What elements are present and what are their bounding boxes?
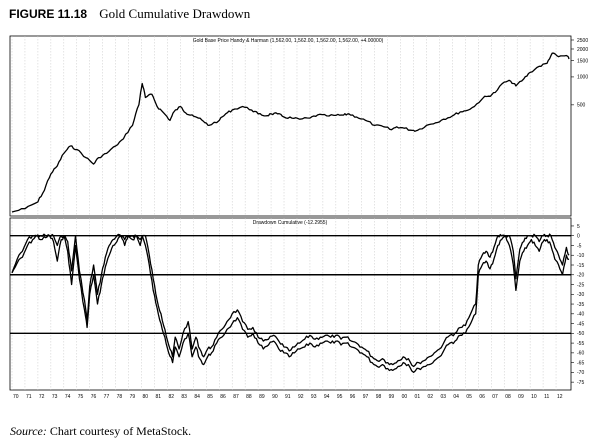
drawdown-axis-ticks: 5 0 -5 -10 -15 -20 -25 -30 -35 -40 -45 -50 -55 -60 -65… (571, 224, 584, 386)
year-tick-label: 81 (155, 394, 161, 400)
year-tick-label: 92 (298, 394, 304, 400)
drawdown-tick-label: -45 (577, 321, 584, 327)
year-tick-label: 94 (324, 394, 330, 400)
year-tick-label: 70 (13, 394, 19, 400)
year-tick-label: 77 (104, 394, 110, 400)
year-tick-label: 73 (52, 394, 58, 400)
source-caption: Source: Chart courtesy of MetaStock. (10, 424, 191, 439)
year-tick-label: 88 (246, 394, 252, 400)
year-tick-label: 72 (39, 394, 45, 400)
year-axis: 70 71 72 73 74 75 76 77 78 79 80 81 82 83 84 85 86 87 88 89… (13, 394, 563, 400)
source-label: Source: (10, 424, 47, 438)
drawdown-tick-label: -10 (577, 253, 584, 259)
year-tick-label: 80 (143, 394, 149, 400)
year-tick-label: 95 (337, 394, 343, 400)
drawdown-tick-label: -30 (577, 292, 584, 298)
year-tick-label: 97 (363, 394, 369, 400)
drawdown-line (11, 234, 570, 374)
gold-price-series (11, 52, 570, 213)
figure-title: Gold Cumulative Drawdown (99, 6, 251, 21)
drawdown-panel-title: Drawdown Cumulative (-12.2955) (253, 220, 328, 226)
price-panel: Gold Base Price Handy & Harman (1,562.00… (9, 35, 588, 217)
price-tick-label: 1000 (577, 75, 588, 81)
drawdown-tick-label: -65 (577, 360, 584, 366)
year-tick-label: 91 (285, 394, 291, 400)
year-tick-label: 09 (518, 394, 524, 400)
price-panel-title: Gold Base Price Handy & Harman (1,562.00… (193, 38, 384, 44)
year-tick-label: 71 (26, 394, 32, 400)
year-tick-label: 76 (91, 394, 97, 400)
year-tick-label: 90 (272, 394, 278, 400)
figure-label: FIGURE 11.18 (9, 7, 88, 21)
price-tick-label: 1500 (577, 58, 588, 64)
year-tick-label: 12 (557, 394, 563, 400)
price-panel-grid (11, 36, 557, 216)
drawdown-tick-label: -55 (577, 341, 584, 347)
year-tick-label: 93 (311, 394, 317, 400)
year-tick-label: 01 (415, 394, 421, 400)
year-tick-label: 84 (194, 394, 200, 400)
gold-price-line (11, 52, 570, 213)
drawdown-tick-label: -35 (577, 302, 584, 308)
drawdown-panel-frame (9, 217, 572, 391)
year-tick-label: 85 (207, 394, 213, 400)
year-tick-label: 07 (492, 394, 498, 400)
drawdown-tick-label: 0 (577, 234, 580, 240)
drawdown-tick-label: -60 (577, 351, 584, 357)
year-tick-label: 79 (130, 394, 136, 400)
price-tick-label: 2000 (577, 47, 588, 53)
year-tick-label: 99 (389, 394, 395, 400)
source-text: Chart courtesy of MetaStock. (46, 424, 192, 438)
year-tick-label: 08 (505, 394, 511, 400)
year-tick-label: 82 (168, 394, 174, 400)
year-tick-label: 86 (220, 394, 226, 400)
drawdown-panel-grid (11, 218, 557, 390)
drawdown-high-line (11, 233, 570, 368)
price-tick-label: 2500 (577, 38, 588, 44)
drawdown-series (11, 233, 570, 374)
year-tick-label: 83 (181, 394, 187, 400)
year-tick-label: 98 (376, 394, 382, 400)
drawdown-tick-label: -15 (577, 263, 584, 269)
drawdown-tick-label: -50 (577, 331, 584, 337)
year-tick-label: 02 (428, 394, 434, 400)
year-tick-label: 87 (233, 394, 239, 400)
year-tick-label: 06 (479, 394, 485, 400)
year-tick-label: 05 (466, 394, 472, 400)
price-axis-ticks: 2500 2000 1500 1000 500 (571, 38, 588, 109)
drawdown-tick-label: -75 (577, 380, 584, 386)
year-tick-label: 89 (259, 394, 265, 400)
drawdown-tick-label: -25 (577, 282, 584, 288)
drawdown-tick-label: 5 (577, 224, 580, 230)
year-tick-label: 74 (65, 394, 71, 400)
figure-heading: FIGURE 11.18 Gold Cumulative Drawdown (9, 6, 250, 22)
year-tick-label: 11 (544, 394, 549, 400)
year-tick-label: 03 (440, 394, 446, 400)
year-tick-label: 75 (78, 394, 84, 400)
price-panel-frame (9, 35, 572, 217)
drawdown-tick-label: -40 (577, 312, 584, 318)
chart-area: Gold Base Price Handy & Harman (1,562.00… (9, 35, 588, 400)
drawdown-reference-lines (10, 235, 571, 335)
year-tick-label: 04 (453, 394, 459, 400)
price-tick-label: 500 (577, 103, 586, 109)
drawdown-tick-label: -70 (577, 370, 584, 376)
drawdown-panel: Drawdown Cumulative (-12.2955) 5 0 -5 -10 -1… (9, 217, 584, 391)
year-tick-label: 10 (531, 394, 537, 400)
drawdown-tick-label: -5 (577, 243, 582, 249)
year-tick-label: 78 (117, 394, 123, 400)
year-tick-label: 96 (350, 394, 356, 400)
year-tick-label: 00 (402, 394, 408, 400)
drawdown-tick-label: -20 (577, 273, 584, 279)
